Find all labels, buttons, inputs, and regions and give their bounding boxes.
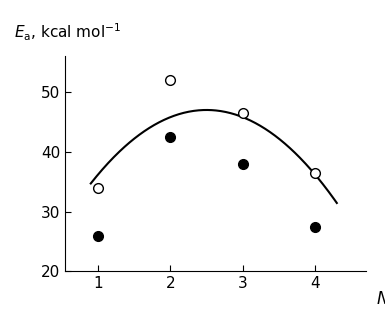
- Text: $N_\mathrm{C}$: $N_\mathrm{C}$: [376, 289, 385, 309]
- Text: $E_\mathrm{a}$, kcal mol$^{-1}$: $E_\mathrm{a}$, kcal mol$^{-1}$: [14, 22, 122, 43]
